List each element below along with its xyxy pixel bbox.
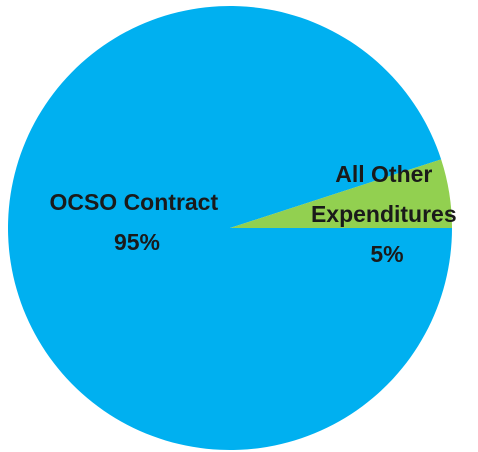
- slice-all-other-expenditures: [230, 159, 452, 228]
- slice-label-all-other-line-1: All Other: [335, 161, 432, 187]
- pie-slices: [7, 6, 453, 451]
- slice-label-ocso-contract-line-1: OCSO Contract: [49, 189, 218, 215]
- slice-label-ocso-contract: OCSO Contract 95%: [49, 189, 224, 255]
- pie-labels: OCSO Contract 95% All Other Expenditures…: [49, 161, 463, 267]
- slice-label-all-other-line-3: 5%: [370, 241, 403, 267]
- slice-label-all-other-expenditures: All Other Expenditures 5%: [311, 161, 463, 267]
- slice-label-all-other-line-2: Expenditures: [311, 201, 457, 227]
- slice-label-ocso-contract-line-2: 95%: [114, 229, 160, 255]
- slice-ocso-contract: [7, 6, 453, 451]
